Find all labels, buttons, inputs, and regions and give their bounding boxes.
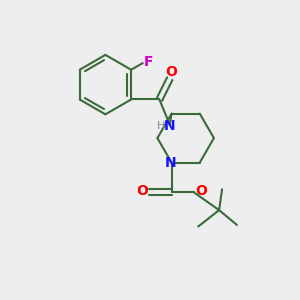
Text: O: O <box>165 65 177 79</box>
Text: O: O <box>195 184 207 198</box>
Text: N: N <box>164 119 176 133</box>
Text: F: F <box>143 55 153 69</box>
Text: O: O <box>136 184 148 198</box>
Text: H: H <box>157 121 165 131</box>
Text: N: N <box>165 156 177 170</box>
